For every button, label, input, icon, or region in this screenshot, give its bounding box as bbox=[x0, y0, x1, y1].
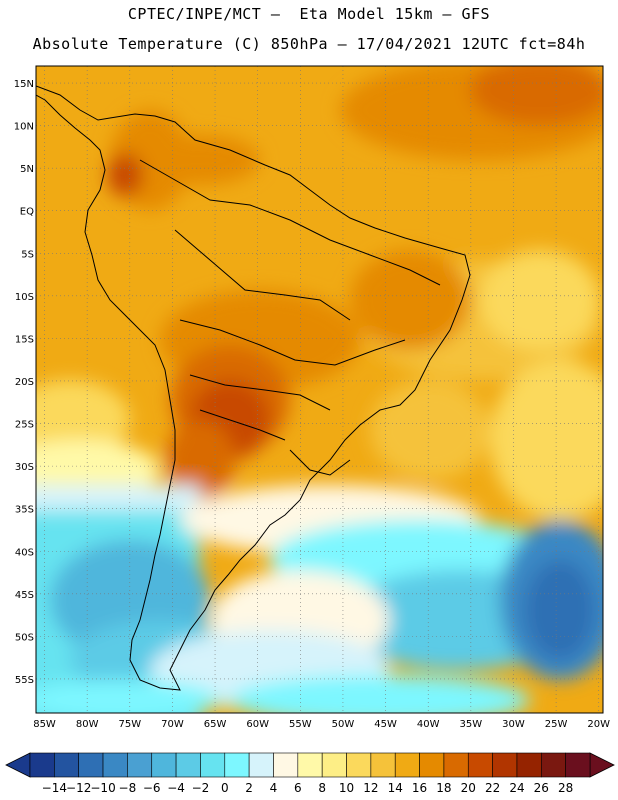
colorbar-swatch bbox=[321, 752, 347, 778]
colorbar-label: 22 bbox=[485, 781, 500, 795]
lon-tick-label: 70W bbox=[161, 719, 184, 730]
colorbar-swatch bbox=[127, 752, 153, 778]
lat-tick-label: 25S bbox=[15, 420, 34, 431]
lat-tick-label: EQ bbox=[20, 207, 34, 218]
lon-tick-label: 60W bbox=[246, 719, 269, 730]
lon-tick-label: 40W bbox=[417, 719, 440, 730]
colorbar-label: −12 bbox=[66, 781, 91, 795]
colorbar-label: 8 bbox=[318, 781, 326, 795]
colorbar-low-arrow bbox=[5, 752, 31, 778]
colorbar-label: −14 bbox=[42, 781, 67, 795]
colorbar-label: 12 bbox=[363, 781, 378, 795]
lon-tick-label: 80W bbox=[76, 719, 99, 730]
temperature-field bbox=[36, 66, 603, 713]
lon-tick-label: 35W bbox=[460, 719, 483, 730]
colorbar-swatch bbox=[102, 752, 128, 778]
colorbar-label: 20 bbox=[461, 781, 476, 795]
colorbar-swatch bbox=[224, 752, 250, 778]
colorbar-label: −10 bbox=[90, 781, 115, 795]
lon-tick-label: 75W bbox=[118, 719, 141, 730]
colorbar-label: 2 bbox=[245, 781, 253, 795]
colorbar-swatch bbox=[273, 752, 299, 778]
colorbar-label: 0 bbox=[221, 781, 229, 795]
map-graticule bbox=[36, 66, 603, 713]
lon-tick-label: 20W bbox=[587, 719, 610, 730]
colorbar-label: 10 bbox=[339, 781, 354, 795]
colorbar-swatch bbox=[516, 752, 542, 778]
lat-tick-label: 50S bbox=[15, 632, 34, 643]
colorbar-swatch bbox=[419, 752, 445, 778]
lon-tick-label: 25W bbox=[545, 719, 568, 730]
lat-tick-label: 55S bbox=[15, 675, 34, 686]
lat-tick-label: 35S bbox=[15, 505, 34, 516]
colorbar-label: −2 bbox=[192, 781, 210, 795]
map-frame bbox=[35, 65, 604, 714]
colorbar-swatch bbox=[54, 752, 79, 778]
colorbar-swatch bbox=[370, 752, 396, 778]
colorbar-swatch bbox=[200, 752, 226, 778]
lat-tick-label: 5S bbox=[21, 249, 34, 260]
colorbar-swatch bbox=[297, 752, 323, 778]
lon-tick-label: 55W bbox=[289, 719, 312, 730]
lat-tick-label: 5N bbox=[20, 164, 34, 175]
lat-tick-label: 45S bbox=[15, 590, 34, 601]
colorbar-label: −4 bbox=[167, 781, 185, 795]
lat-tick-label: 20S bbox=[15, 377, 34, 388]
colorbar-swatch bbox=[467, 752, 493, 778]
lat-tick-label: 10S bbox=[15, 292, 34, 303]
colorbar-label: −6 bbox=[143, 781, 161, 795]
colorbar bbox=[5, 752, 615, 778]
colorbar-swatch bbox=[175, 752, 201, 778]
colorbar-label: 24 bbox=[509, 781, 524, 795]
lon-tick-label: 85W bbox=[33, 719, 56, 730]
colorbar-swatch bbox=[151, 752, 177, 778]
colorbar-label: 14 bbox=[388, 781, 403, 795]
lat-tick-label: 40S bbox=[15, 547, 34, 558]
lon-tick-label: 45W bbox=[374, 719, 397, 730]
colorbar-swatch bbox=[394, 752, 420, 778]
colorbar-swatch bbox=[443, 752, 469, 778]
colorbar-labels: −14 −12 −10 −8 −6 −4 −2 0 2 4 6 8 10 12 14 16 18 20 22 24 26… bbox=[42, 781, 574, 795]
colorbar-swatch bbox=[78, 752, 104, 778]
title-model: CPTEC/INPE/MCT – Eta Model 15km – GFS bbox=[127, 5, 491, 23]
colorbar-swatch bbox=[541, 752, 566, 778]
lat-tick-label: 30S bbox=[15, 462, 34, 473]
colorbar-swatch bbox=[346, 752, 372, 778]
colorbar-label: 16 bbox=[412, 781, 427, 795]
colorbar-label: 28 bbox=[558, 781, 573, 795]
colorbar-high-arrow bbox=[589, 752, 615, 778]
coastline bbox=[36, 85, 471, 691]
longitude-labels: 85W 80W 75W 70W 65W 60W 55W 50W 45W 40W 35W 30W 25W 2… bbox=[33, 719, 610, 730]
colorbar-label: 18 bbox=[436, 781, 451, 795]
colorbar-swatch bbox=[565, 752, 591, 778]
lat-tick-label: 10N bbox=[14, 122, 34, 133]
lat-tick-label: 15N bbox=[14, 79, 34, 90]
colorbar-swatch bbox=[29, 752, 55, 778]
colorbar-swatch bbox=[248, 752, 274, 778]
colorbar-swatch bbox=[492, 752, 518, 778]
colorbar-label: −8 bbox=[119, 781, 137, 795]
lon-tick-label: 50W bbox=[332, 719, 355, 730]
lon-tick-label: 30W bbox=[502, 719, 525, 730]
title-field: Absolute Temperature (C) 850hPa – 17/04/… bbox=[32, 35, 586, 53]
colorbar-label: 4 bbox=[270, 781, 278, 795]
colorbar-label: 26 bbox=[534, 781, 549, 795]
latitude-labels: 15N 10N 5N EQ 5S 10S 15S 20S 25S 30S 35S 40S 45S 50S 5… bbox=[14, 79, 34, 686]
colorbar-label: 6 bbox=[294, 781, 302, 795]
lat-tick-label: 15S bbox=[15, 334, 34, 345]
lon-tick-label: 65W bbox=[204, 719, 227, 730]
